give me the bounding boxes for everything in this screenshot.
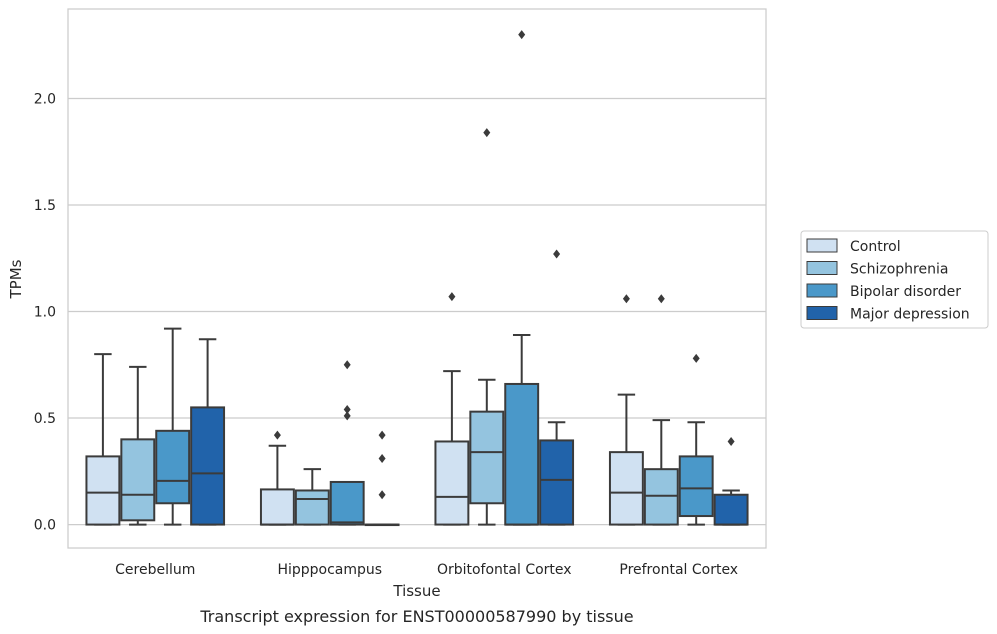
legend-swatch xyxy=(806,306,838,320)
legend-label: Schizophrenia xyxy=(850,262,948,278)
legend-label: Control xyxy=(850,239,901,255)
box-schizophrenia xyxy=(120,365,156,526)
box xyxy=(713,493,749,526)
y-tick-label: 1.5 xyxy=(34,198,56,214)
box xyxy=(434,440,470,526)
outlier-point xyxy=(378,430,386,440)
y-tick-label: 0.0 xyxy=(34,518,56,534)
outlier-point xyxy=(657,294,665,304)
outlier-point xyxy=(343,411,351,421)
box xyxy=(190,406,226,526)
box-groups xyxy=(85,30,749,527)
outlier-point xyxy=(622,294,630,304)
outlier-point xyxy=(448,292,456,302)
box xyxy=(120,438,156,522)
box-major-depression xyxy=(364,430,400,527)
box-bipolar-disorder xyxy=(504,30,540,526)
outlier-point xyxy=(378,454,386,464)
box xyxy=(329,480,365,526)
box-control xyxy=(85,353,121,526)
box-schizophrenia xyxy=(643,294,679,526)
outlier-point xyxy=(343,405,351,415)
box xyxy=(259,488,295,526)
y-tick-labels: 0.0 0.5 1.0 1.5 2.0 xyxy=(34,91,56,533)
box xyxy=(643,468,679,526)
outlier-point xyxy=(727,436,735,446)
box-major-depression xyxy=(190,338,226,526)
y-tick-label: 2.0 xyxy=(34,91,56,107)
outlier-point xyxy=(378,490,386,500)
outlier-point xyxy=(343,360,351,370)
x-tick-label: Orbitofontal Cortex xyxy=(437,562,572,578)
box xyxy=(678,455,714,518)
box-schizophrenia xyxy=(469,128,505,526)
box-control xyxy=(434,292,470,526)
legend-swatch xyxy=(806,238,838,253)
legend-label: Bipolar disorder xyxy=(850,284,961,300)
x-axis-label: Tissue xyxy=(392,582,440,600)
box-bipolar-disorder xyxy=(329,360,365,526)
legend-swatch xyxy=(806,283,838,298)
legend-swatch xyxy=(806,261,838,275)
x-tick-label: Prefrontal Cortex xyxy=(619,562,738,578)
box-major-depression xyxy=(539,249,575,526)
box xyxy=(85,455,121,526)
x-tick-label: Hipppocampus xyxy=(277,562,382,578)
box-bipolar-disorder xyxy=(155,327,191,526)
box-bipolar-disorder xyxy=(678,353,714,526)
legend-label: Major depression xyxy=(850,307,970,323)
y-tick-label: 1.0 xyxy=(34,305,56,321)
legend-frame xyxy=(800,230,989,329)
box xyxy=(155,429,191,505)
y-axis-label: TPMs xyxy=(7,259,25,299)
outlier-point xyxy=(518,30,526,40)
y-tick-label: 0.5 xyxy=(34,411,56,427)
plot-frame xyxy=(67,8,767,549)
box-major-depression xyxy=(713,436,749,526)
outlier-point xyxy=(553,249,561,259)
box xyxy=(539,439,575,526)
outlier-point xyxy=(273,430,281,440)
box-schizophrenia xyxy=(294,468,330,526)
box xyxy=(504,382,540,526)
outlier-point xyxy=(483,128,491,138)
box-control xyxy=(608,294,644,526)
legend: Control Schizophrenia Bipolar disorder Majo… xyxy=(800,230,989,329)
box xyxy=(294,489,330,526)
chart-caption: Transcript expression for ENST0000058799… xyxy=(199,607,633,626)
x-tick-labels: Cerebellum Hipppocampus Orbitofontal Corte… xyxy=(115,562,738,578)
x-tick-label: Cerebellum xyxy=(115,562,195,578)
box xyxy=(608,451,644,526)
box-control xyxy=(259,430,295,526)
box xyxy=(469,410,505,505)
outlier-point xyxy=(692,353,700,363)
